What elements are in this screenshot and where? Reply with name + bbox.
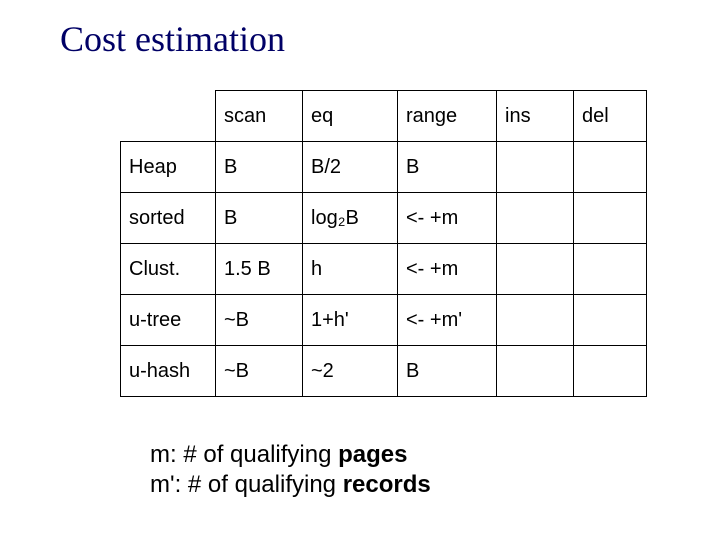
- col-header-ins: ins: [497, 91, 574, 142]
- cell: [574, 244, 647, 295]
- col-header-del: del: [574, 91, 647, 142]
- row-header-clust: Clust.: [121, 244, 216, 295]
- table-row: sorted B log₂B <- +m: [121, 193, 647, 244]
- cell: h: [303, 244, 398, 295]
- table-row: Heap B B/2 B: [121, 142, 647, 193]
- footnote-m-text: m: # of qualifying: [150, 441, 338, 468]
- col-header-eq: eq: [303, 91, 398, 142]
- row-header-utree: u-tree: [121, 295, 216, 346]
- slide: Cost estimation scan eq range ins del He…: [0, 0, 720, 540]
- cell: B: [398, 142, 497, 193]
- cost-table-grid: scan eq range ins del Heap B B/2 B sorte…: [120, 90, 647, 397]
- table-row: u-hash ~B ~2 B: [121, 346, 647, 397]
- cell: [497, 193, 574, 244]
- footnote-mprime: m': # of qualifying records: [150, 470, 431, 500]
- cell: B/2: [303, 142, 398, 193]
- cell: <- +m: [398, 193, 497, 244]
- footnotes: m: # of qualifying pages m': # of qualif…: [150, 440, 431, 500]
- row-header-heap: Heap: [121, 142, 216, 193]
- cell: [497, 295, 574, 346]
- footnote-m-bold: pages: [338, 441, 407, 468]
- footnote-mprime-text: m': # of qualifying: [150, 471, 343, 498]
- cell: B: [216, 142, 303, 193]
- footnote-m: m: # of qualifying pages: [150, 440, 431, 470]
- cell: ~B: [216, 346, 303, 397]
- cell: ~2: [303, 346, 398, 397]
- cell: <- +m': [398, 295, 497, 346]
- cell: [574, 142, 647, 193]
- cell: [497, 142, 574, 193]
- row-header-uhash: u-hash: [121, 346, 216, 397]
- cell: 1+h': [303, 295, 398, 346]
- table-row: Clust. 1.5 B h <- +m: [121, 244, 647, 295]
- footnote-mprime-bold: records: [343, 471, 431, 498]
- table-header-row: scan eq range ins del: [121, 91, 647, 142]
- col-header-scan: scan: [216, 91, 303, 142]
- cell: [497, 244, 574, 295]
- table-row: u-tree ~B 1+h' <- +m': [121, 295, 647, 346]
- cell: [497, 346, 574, 397]
- cell: log₂B: [303, 193, 398, 244]
- slide-title: Cost estimation: [60, 18, 285, 60]
- cell: <- +m: [398, 244, 497, 295]
- row-header-sorted: sorted: [121, 193, 216, 244]
- col-header-range: range: [398, 91, 497, 142]
- cell: B: [216, 193, 303, 244]
- cost-table: scan eq range ins del Heap B B/2 B sorte…: [120, 90, 647, 397]
- cell: ~B: [216, 295, 303, 346]
- cell: B: [398, 346, 497, 397]
- header-corner: [121, 91, 216, 142]
- cell: [574, 193, 647, 244]
- cell: 1.5 B: [216, 244, 303, 295]
- cell: [574, 295, 647, 346]
- cell: [574, 346, 647, 397]
